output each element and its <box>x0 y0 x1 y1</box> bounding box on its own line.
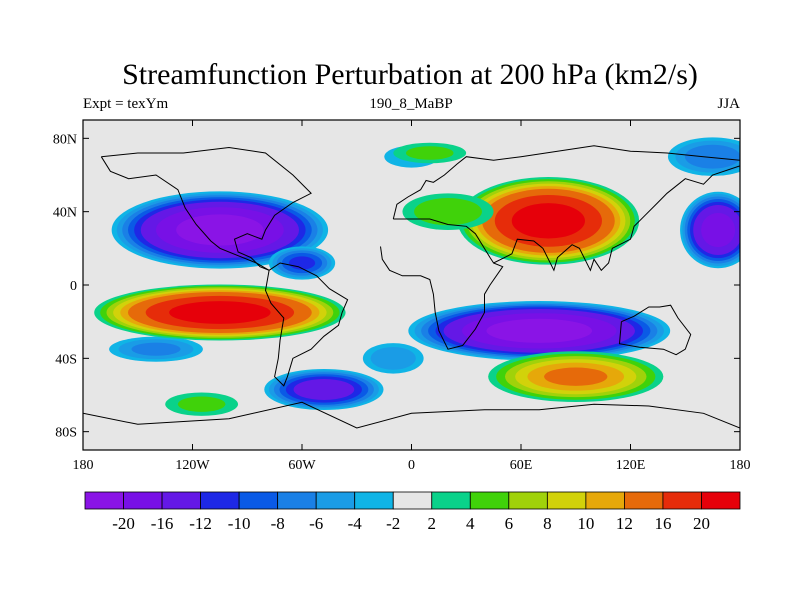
x-tick-label: 0 <box>408 458 415 473</box>
colorbar-label: 6 <box>505 514 514 533</box>
coastline-segment <box>101 146 312 271</box>
colorbar-swatch <box>662 491 702 510</box>
colorbar-label: -8 <box>271 514 285 533</box>
colorbar-label: -16 <box>151 514 174 533</box>
y-tick-label: 40N <box>53 206 77 221</box>
colorbar-label: 20 <box>693 514 710 533</box>
coastline-segment <box>393 165 740 272</box>
colorbar-swatch <box>315 491 356 510</box>
colorbar-label: 16 <box>654 514 671 533</box>
x-tick-label: 60W <box>288 458 316 473</box>
colorbar-swatch <box>354 491 394 510</box>
colorbar-swatch <box>238 491 279 510</box>
coastline-segment <box>618 304 692 356</box>
contour-band <box>370 346 416 370</box>
y-tick-label: 80N <box>53 132 77 147</box>
y-tick-label: 0 <box>70 279 77 294</box>
coastline-segment <box>392 145 740 220</box>
contour-band <box>176 214 264 246</box>
contour-band <box>131 342 181 356</box>
center-subtitle: 190_8_MaBP <box>369 96 453 112</box>
colorbar-swatch <box>546 491 587 510</box>
colorbar-label: 2 <box>428 514 437 533</box>
coastlines <box>83 145 740 429</box>
colorbar-label: -4 <box>348 514 363 533</box>
contour-band <box>486 318 593 343</box>
colorbar-swatch <box>701 491 741 510</box>
y-tick-label: 40S <box>55 352 77 367</box>
coastline-segment <box>380 246 504 350</box>
y-tick-label: 80S <box>55 426 77 441</box>
coastline-segment <box>264 262 349 387</box>
colorbar-swatch <box>469 491 510 510</box>
colorbar-label: 10 <box>577 514 594 533</box>
colorbar-label: -10 <box>228 514 251 533</box>
contour-band <box>544 367 608 386</box>
contour-band <box>288 256 316 270</box>
contour-band <box>169 301 271 324</box>
colorbar-swatch <box>508 491 548 510</box>
colorbar-label: -2 <box>386 514 400 533</box>
colorbar-swatch <box>392 491 433 510</box>
contour-band <box>701 212 736 248</box>
contour-band <box>405 146 454 160</box>
x-tick-label: 120W <box>175 458 210 473</box>
colorbar-swatch <box>585 491 625 510</box>
x-tick-label: 60E <box>510 458 533 473</box>
x-axis: 180 120W 60W 0 60E 120E 180 <box>73 120 751 473</box>
x-tick-label: 180 <box>730 458 751 473</box>
colorbar-label: -12 <box>189 514 212 533</box>
colorbar-swatch <box>277 491 317 510</box>
right-subtitle: JJA <box>717 96 740 112</box>
colorbar-swatch <box>624 491 664 510</box>
colorbar-swatch <box>431 491 471 510</box>
contour-band <box>414 198 482 226</box>
colorbar-swatch <box>84 491 124 510</box>
coastline-segment <box>83 401 740 429</box>
y-axis: 80N 40N 0 40S 80S <box>53 132 740 441</box>
colorbar-label: -6 <box>309 514 323 533</box>
coastline-segment <box>100 156 270 271</box>
contour-band <box>177 396 226 412</box>
left-subtitle: Expt = texYm <box>83 96 169 112</box>
colorbar-swatch <box>200 491 240 510</box>
colorbar-label: 8 <box>543 514 552 533</box>
x-tick-label: 120E <box>616 458 646 473</box>
chart-title: Streamfunction Perturbation at 200 hPa (… <box>122 58 698 91</box>
streamfunction-field <box>94 137 740 416</box>
x-tick-label: 180 <box>73 458 94 473</box>
colorbar-label: 12 <box>616 514 633 533</box>
colorbar-swatch <box>161 491 201 510</box>
colorbar-swatch <box>123 491 163 510</box>
colorbar-label: 4 <box>466 514 475 533</box>
contour-band <box>511 203 585 239</box>
contour-band <box>293 379 355 400</box>
colorbar-label: -20 <box>112 514 135 533</box>
contour-band <box>684 144 740 169</box>
colorbar: -20 -16 -12 -10 -8 -6 -4 -2 2 4 6 8 10 12 16 20 <box>84 491 741 533</box>
